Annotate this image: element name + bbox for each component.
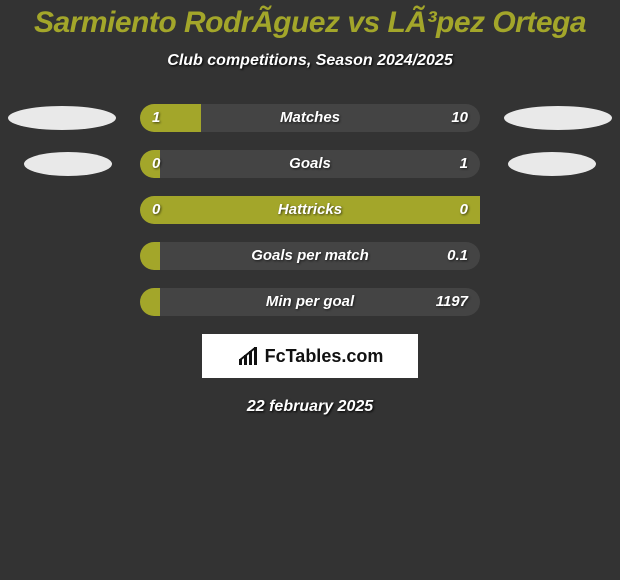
- player-marker-right: [504, 106, 612, 130]
- player-marker-left: [24, 152, 112, 176]
- brand-text: FcTables.com: [265, 346, 384, 367]
- stat-label: Min per goal: [0, 288, 620, 316]
- stat-row: 00Hattricks: [0, 196, 620, 224]
- player-marker-right: [508, 152, 596, 176]
- comparison-subtitle: Club competitions, Season 2024/2025: [0, 52, 620, 70]
- stat-row: 0.1Goals per match: [0, 242, 620, 270]
- snapshot-date: 22 february 2025: [0, 398, 620, 416]
- stat-label: Hattricks: [0, 196, 620, 224]
- comparison-title: Sarmiento RodrÃ­guez vs LÃ³pez Ortega: [0, 6, 620, 40]
- bars-chart-icon: [237, 345, 261, 367]
- stat-label: Goals per match: [0, 242, 620, 270]
- stat-row: 01Goals: [0, 150, 620, 178]
- stat-row: 110Matches: [0, 104, 620, 132]
- stat-row: 1197Min per goal: [0, 288, 620, 316]
- brand-box: FcTables.com: [202, 334, 418, 378]
- player-marker-left: [8, 106, 116, 130]
